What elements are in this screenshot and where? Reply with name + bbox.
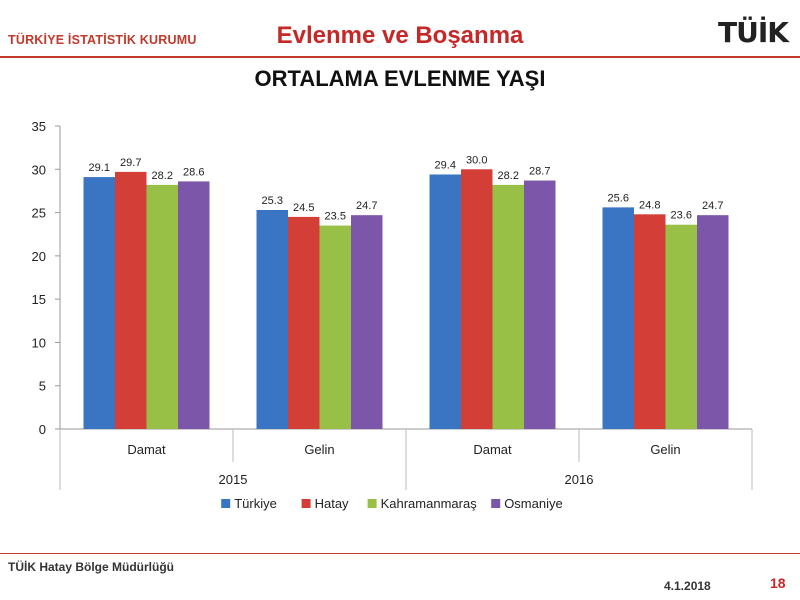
page-number: 18 <box>770 575 786 591</box>
data-label: 25.6 <box>608 192 629 204</box>
y-tick-label: 10 <box>32 335 46 350</box>
data-label: 24.7 <box>702 200 723 212</box>
y-tick-label: 25 <box>32 206 46 221</box>
y-tick-label: 30 <box>32 162 46 177</box>
legend-swatch <box>491 499 501 508</box>
bar <box>697 215 729 429</box>
footer-date: 4.1.2018 <box>664 579 711 593</box>
logo-text: TÜİK <box>718 16 789 49</box>
x-tick-label: Gelin <box>650 442 680 457</box>
y-tick-label: 15 <box>32 292 46 307</box>
bar <box>288 216 320 429</box>
data-label: 29.1 <box>89 162 110 174</box>
data-label: 28.6 <box>183 166 204 178</box>
bar <box>115 171 147 429</box>
data-label: 23.6 <box>671 210 692 222</box>
data-label: 28.2 <box>152 170 173 182</box>
bar <box>83 177 115 429</box>
legend-entry: Hatay <box>315 496 349 511</box>
data-label: 29.7 <box>120 157 141 169</box>
bar <box>634 214 666 429</box>
legend-swatch <box>367 499 377 508</box>
x-tick-label: Gelin <box>304 442 334 457</box>
bar <box>178 181 210 429</box>
x-tick-label: Damat <box>127 442 166 457</box>
bar-chart: 0 5 10 15 20 25 30 35 29.1 25.3 29.4 25.6 29.7 24.5 30… <box>32 119 753 511</box>
data-label: 25.3 <box>262 195 283 207</box>
y-tick-label: 35 <box>32 119 46 134</box>
bar <box>351 215 383 429</box>
chart-title: ORTALAMA EVLENME YAŞI <box>254 66 546 91</box>
data-label: 29.4 <box>435 159 456 171</box>
data-label: 24.5 <box>293 202 314 214</box>
header-divider <box>0 56 800 58</box>
legend-swatch <box>221 499 231 508</box>
bar <box>146 184 178 429</box>
bar <box>602 207 634 429</box>
slide-header-title: Evlenme ve Boşanma <box>276 22 524 49</box>
legend-entry: Türkiye <box>234 496 277 511</box>
data-label: 24.8 <box>639 199 660 211</box>
footer-office-name: TÜİK Hatay Bölge Müdürlüğü <box>8 560 174 574</box>
bar <box>429 174 461 429</box>
bar <box>256 209 288 429</box>
legend-entry: Osmaniye <box>504 496 563 511</box>
data-label: 30.0 <box>466 154 487 166</box>
data-label: 28.2 <box>498 170 519 182</box>
organization-name: TÜRKİYE İSTATİSTİK KURUMU <box>8 33 197 47</box>
tuik-logo: TÜİK <box>718 16 789 49</box>
data-label: 23.5 <box>325 211 346 223</box>
data-label: 28.7 <box>529 166 550 178</box>
bar <box>319 225 351 429</box>
bar <box>492 184 524 429</box>
y-tick-label: 20 <box>32 249 46 264</box>
bar <box>524 180 556 429</box>
group-label: 2015 <box>219 472 248 487</box>
footer-divider <box>0 553 800 554</box>
data-label: 24.7 <box>356 200 377 212</box>
bar <box>461 169 493 430</box>
x-tick-label: Damat <box>473 442 512 457</box>
group-label: 2016 <box>565 472 594 487</box>
bar <box>665 224 697 429</box>
y-tick-label: 5 <box>39 379 46 394</box>
y-tick-label: 0 <box>39 422 46 437</box>
legend-entry: Kahramanmaraş <box>381 496 478 511</box>
legend-swatch <box>301 499 311 508</box>
